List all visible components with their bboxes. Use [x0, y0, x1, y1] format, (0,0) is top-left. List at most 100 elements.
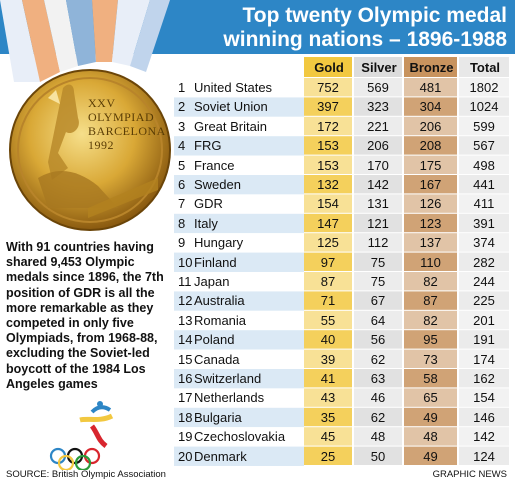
cell-background: [404, 252, 457, 271]
row-background: [174, 175, 304, 195]
silver-cell: 170: [367, 157, 389, 173]
table-row: 1 United States 752 569 481 1802: [174, 78, 511, 98]
gold-cell: 147: [317, 215, 339, 231]
barcelona-olympic-logo: [49, 401, 114, 470]
cell-background: [354, 213, 402, 233]
cell-background: [354, 97, 402, 116]
cell-background: [354, 310, 402, 330]
bronze-cell: 87: [423, 293, 438, 309]
total-cell: 441: [473, 177, 495, 192]
cell-background: [304, 446, 352, 465]
cell-background: [354, 78, 402, 97]
nation-cell: FRG: [194, 138, 222, 154]
cell-background: [459, 213, 509, 233]
nation-cell: Netherlands: [194, 390, 265, 406]
silver-cell: 323: [367, 99, 389, 115]
total-cell: 225: [473, 293, 495, 309]
silver-cell: 67: [370, 293, 386, 309]
table-row: 8 Italy 147 121 123 391: [174, 214, 511, 234]
cell-background: [354, 233, 402, 252]
gold-cell: 25: [320, 448, 336, 464]
ribbon-graphic: [0, 0, 170, 82]
row-background: [174, 136, 304, 156]
cell-background: [354, 291, 402, 310]
medal-line-2: OLYMPIAD: [88, 110, 155, 124]
total-cell: 244: [473, 274, 495, 289]
gold-cell: 45: [320, 429, 336, 445]
table-row: 5 France 153 170 175 498: [174, 156, 511, 176]
total-cell: 1024: [469, 99, 499, 115]
total-cell: 146: [473, 409, 495, 425]
gold-cell: 43: [320, 390, 336, 406]
row-background: [174, 252, 304, 272]
rank-cell: 17: [178, 390, 193, 406]
cell-background: [304, 233, 352, 252]
row-background: [174, 330, 304, 350]
total-cell: 142: [473, 429, 495, 445]
table-row: 13 Romania 55 64 82 201: [174, 311, 511, 331]
silver-cell: 121: [367, 215, 389, 231]
cell-background: [404, 349, 457, 368]
rank-cell: 18: [178, 409, 193, 425]
table-row: 12 Australia 71 67 87 225: [174, 291, 511, 311]
header-cell-bg: [304, 57, 352, 77]
title-line-1: Top twenty Olympic medal: [242, 4, 508, 27]
gold-cell: 40: [320, 332, 336, 348]
nation-cell: France: [194, 157, 235, 173]
cell-background: [459, 175, 509, 194]
cell-background: [404, 291, 457, 310]
cell-background: [459, 252, 509, 271]
gold-cell: 154: [317, 196, 339, 212]
gold-cell: 97: [320, 254, 336, 270]
col-header-silver: Silver: [361, 60, 397, 75]
cell-background: [459, 97, 509, 116]
table-background: [174, 57, 509, 466]
row-background: [174, 388, 304, 408]
table-row: 19 Czechoslovakia 45 48 48 142: [174, 427, 511, 447]
table-row: 2 Soviet Union 397 323 304 1024: [174, 97, 511, 117]
row-background: [174, 272, 304, 292]
title-line-2: winning nations – 1896-1988: [223, 28, 507, 51]
silver-cell: 50: [370, 448, 386, 464]
nation-cell: Australia: [194, 293, 245, 309]
table-row: 7 GDR 154 131 126 411: [174, 194, 511, 214]
cell-background: [304, 330, 352, 349]
table-row: 3 Great Britain 172 221 206 599: [174, 117, 511, 137]
total-cell: 374: [473, 235, 495, 251]
gold-cell: 172: [317, 118, 339, 134]
cell-background: [404, 116, 457, 136]
cell-background: [354, 388, 402, 407]
silver-cell: 46: [370, 390, 386, 406]
cell-background: [404, 213, 457, 233]
cell-background: [304, 155, 352, 174]
table-row: 17 Netherlands 43 46 65 154: [174, 388, 511, 408]
bronze-cell: 175: [419, 157, 442, 173]
total-cell: 282: [473, 254, 495, 270]
total-cell: 174: [473, 351, 495, 367]
cell-background: [459, 78, 509, 97]
cell-background: [304, 175, 352, 194]
table-row: 14 Poland 40 56 95 191: [174, 330, 511, 350]
col-header-bronze: Bronze: [409, 60, 454, 75]
rank-cell: 3: [178, 118, 186, 134]
col-header-total: Total: [469, 60, 501, 75]
table-row: 10 Finland 97 75 110 282: [174, 253, 511, 273]
bronze-cell: 82: [423, 312, 438, 328]
cell-background: [404, 194, 457, 213]
rank-cell: 10: [178, 254, 193, 270]
bronze-cell: 58: [423, 371, 438, 386]
total-cell: 124: [473, 448, 495, 464]
nation-cell: Hungary: [194, 235, 244, 251]
cell-background: [404, 330, 457, 349]
rank-cell: 6: [178, 177, 186, 192]
cell-background: [404, 407, 457, 427]
cell-background: [404, 388, 457, 407]
table-row: 6 Sweden 132 142 167 441: [174, 175, 511, 195]
cell-background: [304, 407, 352, 427]
cell-background: [459, 330, 509, 349]
cell-background: [304, 252, 352, 271]
nation-cell: Sweden: [194, 177, 241, 192]
cell-background: [404, 97, 457, 116]
bronze-cell: 208: [419, 138, 442, 154]
rank-cell: 20: [178, 448, 193, 464]
